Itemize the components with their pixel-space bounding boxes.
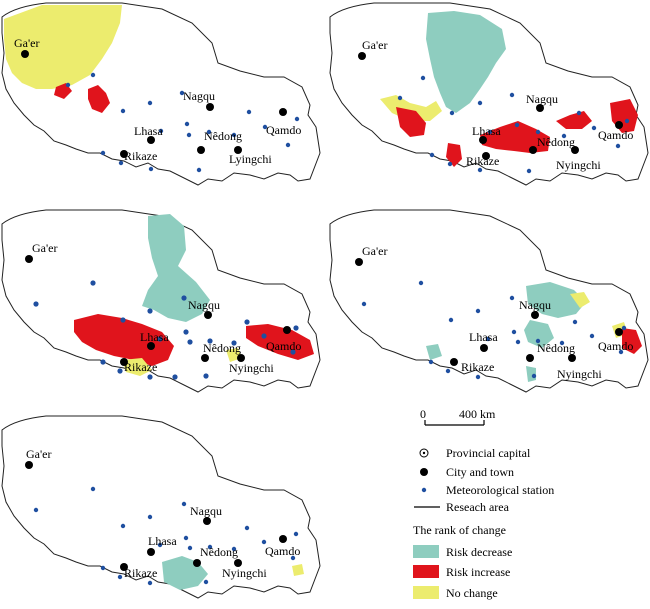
label-nyingchi: Nyingchi <box>229 361 274 375</box>
label-nyingchi: Nyingchi <box>222 566 267 580</box>
map-panel-3 <box>1 209 321 393</box>
no-change-region <box>292 564 304 576</box>
label-gaer: Ga'er <box>26 447 51 461</box>
svg-text:Risk decrease: Risk decrease <box>446 545 512 559</box>
label-rikaze: Rikaze <box>124 149 157 163</box>
risk-decrease-region <box>142 214 210 322</box>
label-rikaze: Rikaze <box>466 154 499 168</box>
label-nagqu: Nagqu <box>526 92 558 106</box>
label-lyingchi: Lyingchi <box>229 152 272 166</box>
no-change-region <box>380 95 442 121</box>
no-change-region <box>4 5 122 89</box>
label-qamdo: Qamdo <box>598 128 633 142</box>
label-qamdo: Qamdo <box>266 339 301 353</box>
scale-bar: 0 400 km <box>420 407 496 426</box>
risk-increase-region <box>74 314 314 366</box>
label-gaer: Ga'er <box>32 241 57 255</box>
label-nagqu: Nagqu <box>188 298 220 312</box>
svg-text:City and town: City and town <box>446 465 514 479</box>
label-nagqu: Nagqu <box>519 298 551 312</box>
svg-text:Reseach area: Reseach area <box>446 500 510 514</box>
legend-provincial-capital: Provincial capital <box>419 446 531 460</box>
label-lhasa: Lhasa <box>140 330 169 344</box>
cities <box>21 50 623 571</box>
research-area-outline <box>1 415 321 599</box>
label-lhasa: Lhasa <box>134 124 163 138</box>
label-nedong: Nêdong <box>200 545 238 559</box>
label-nedong: Nêdong <box>203 341 241 355</box>
label-lhasa: Lhasa <box>472 124 501 138</box>
map-panel-4 <box>329 209 649 393</box>
label-nagqu: Nagqu <box>183 89 215 103</box>
no-change-region <box>570 292 628 338</box>
label-rikaze: Rikaze <box>461 360 494 374</box>
map-panel-2 <box>329 2 649 186</box>
place-labels: Ga'er Nagqu Lhasa Nêdong Qamdo Rikaze Ly… <box>14 36 633 580</box>
svg-text:Risk increase: Risk increase <box>446 565 510 579</box>
risk-decrease-region <box>426 11 506 113</box>
scale-start-label: 0 <box>420 407 426 421</box>
label-lhasa: Lhasa <box>469 330 498 344</box>
svg-text:Provincial capital: Provincial capital <box>446 446 531 460</box>
label-nedong: Nêdong <box>204 129 242 143</box>
label-nedong: Nêdong <box>537 341 575 355</box>
legend-risk-decrease: Risk decrease <box>413 545 512 559</box>
label-gaer: Ga'er <box>362 244 387 258</box>
risk-increase-region <box>54 83 110 113</box>
label-gaer: Ga'er <box>362 38 387 52</box>
legend-met-station: Meteorological station <box>421 483 554 497</box>
legend-research-area: Reseach area <box>414 500 510 514</box>
label-rikaze: Rikaze <box>124 566 157 580</box>
legend: Provincial capital City and town Meteoro… <box>413 446 554 600</box>
risk-increase-region <box>622 328 642 354</box>
risk-increase-region <box>396 99 638 167</box>
legend-risk-increase: Risk increase <box>413 565 510 579</box>
meteorological-stations <box>33 72 630 586</box>
label-rikaze: Rikaze <box>124 360 157 374</box>
map-panel-1 <box>1 2 321 186</box>
label-nagqu: Nagqu <box>190 504 222 518</box>
label-qamdo: Qamdo <box>265 544 300 558</box>
no-change-region <box>122 348 242 376</box>
label-qamdo: Qamdo <box>598 339 633 353</box>
legend-rank-title: The rank of change <box>413 523 506 537</box>
legend-no-change: No change <box>413 586 498 600</box>
scale-end-label: 400 km <box>459 407 496 421</box>
risk-decrease-region <box>426 282 586 382</box>
label-nyingchi: Nyingchi <box>557 367 602 381</box>
label-gaer: Ga'er <box>14 36 39 50</box>
label-lhasa: Lhasa <box>148 534 177 548</box>
label-nyingchi: Nyingchi <box>556 158 601 172</box>
label-nedong: Nêdong <box>537 135 575 149</box>
label-qamdo: Qamdo <box>266 123 301 137</box>
legend-city-town: City and town <box>420 465 514 479</box>
svg-text:Meteorological station: Meteorological station <box>446 483 554 497</box>
map-panel-5 <box>1 415 321 599</box>
svg-text:No change: No change <box>446 586 498 600</box>
